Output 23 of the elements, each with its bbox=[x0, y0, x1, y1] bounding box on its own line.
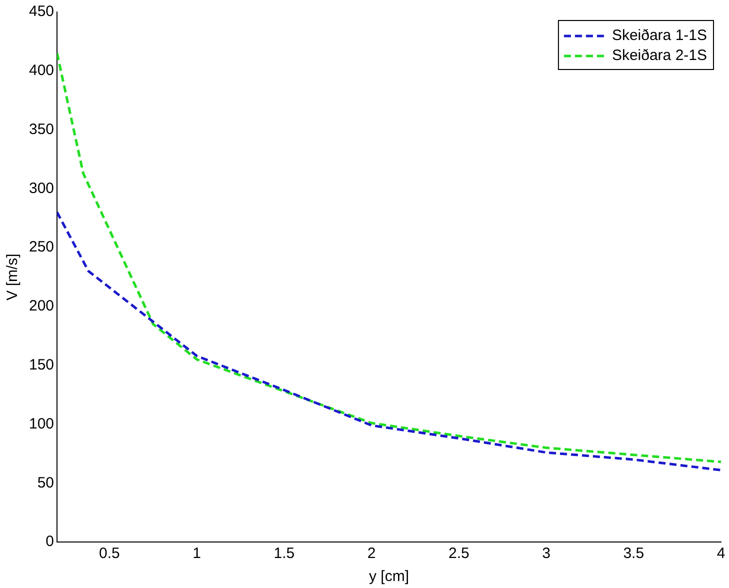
y-tick-label: 150 bbox=[28, 356, 54, 374]
y-tick-label: 0 bbox=[46, 533, 54, 550]
y-tick-label: 100 bbox=[28, 415, 54, 432]
y-tick-label: 450 bbox=[28, 3, 54, 20]
y-tick-label: 50 bbox=[37, 474, 54, 492]
x-tick-label: 0.5 bbox=[99, 545, 120, 562]
x-tick-label: 1.5 bbox=[274, 545, 295, 562]
y-tick-label: 200 bbox=[28, 298, 54, 315]
x-tick-label: 2.5 bbox=[448, 545, 470, 562]
x-tick-label: 3 bbox=[542, 545, 550, 562]
y-tick-label: 400 bbox=[28, 62, 54, 80]
y-axis-title: V [m/s] bbox=[4, 254, 22, 300]
legend-label: Skeiðara 1-1S bbox=[612, 27, 708, 44]
x-axis-title: y [cm] bbox=[369, 568, 410, 586]
y-tick-label: 250 bbox=[28, 238, 54, 256]
x-tick-label: 2 bbox=[367, 545, 376, 562]
x-tick-label: 1 bbox=[192, 545, 201, 562]
x-tick-label: 3.5 bbox=[623, 545, 644, 562]
y-tick-label: 350 bbox=[28, 120, 54, 138]
line-series bbox=[57, 210, 721, 472]
x-tick-label: 4 bbox=[716, 545, 726, 562]
y-tick-label: 300 bbox=[28, 180, 54, 197]
legend-label: Skeiðara 2-1S bbox=[612, 47, 708, 64]
